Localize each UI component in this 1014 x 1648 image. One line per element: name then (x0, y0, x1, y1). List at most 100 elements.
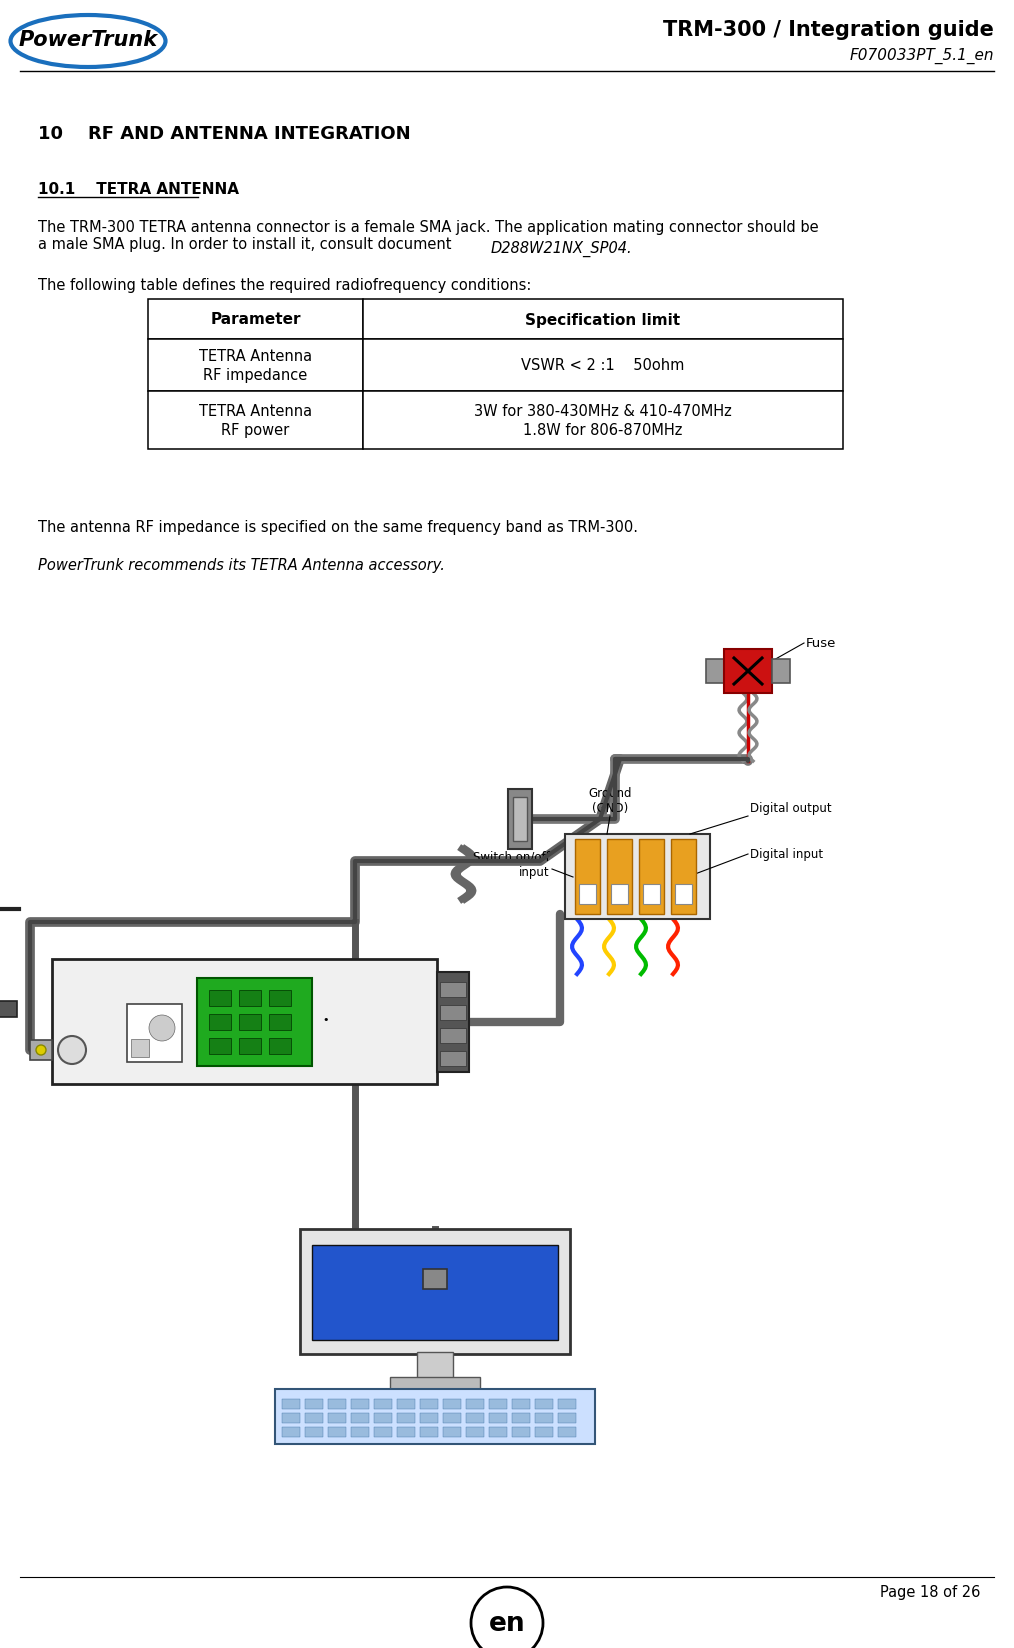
Bar (706, 659, 724, 684)
Bar (374, 1427, 392, 1437)
Text: The following table defines the required radiofrequency conditions:: The following table defines the required… (38, 279, 531, 293)
Text: VSWR < 2 :1    50ohm: VSWR < 2 :1 50ohm (521, 358, 684, 374)
Bar (328, 1427, 346, 1437)
Text: Digital output: Digital output (750, 801, 831, 814)
Circle shape (149, 1015, 175, 1042)
Bar (52, 959, 437, 1084)
Bar (443, 1427, 461, 1437)
Bar (209, 1015, 231, 1030)
Text: TRM-300 / Integration guide: TRM-300 / Integration guide (663, 20, 994, 40)
Bar (209, 990, 231, 1007)
Bar (675, 885, 692, 905)
Bar (131, 1040, 149, 1058)
Bar (351, 1399, 369, 1409)
Bar (351, 1427, 369, 1437)
Bar (512, 1427, 530, 1437)
Text: Switch on/off
input: Switch on/off input (474, 850, 550, 878)
Circle shape (470, 1587, 544, 1648)
Bar (363, 339, 843, 392)
Text: F070033PT_5.1_en: F070033PT_5.1_en (850, 48, 994, 64)
Bar (305, 1427, 323, 1437)
Bar (305, 1399, 323, 1409)
Bar (671, 839, 696, 915)
Bar (579, 885, 596, 905)
Bar (639, 839, 664, 915)
Bar (558, 1412, 576, 1424)
Text: The TRM-300 TETRA antenna connector is a female SMA jack. The application mating: The TRM-300 TETRA antenna connector is a… (38, 219, 818, 252)
Bar (127, 1004, 182, 1063)
Bar (148, 300, 363, 339)
Bar (440, 1005, 466, 1020)
Bar (512, 1399, 530, 1409)
Bar (390, 1378, 480, 1389)
Text: Fuse: Fuse (806, 638, 837, 649)
Text: TETRA Antenna
RF power: TETRA Antenna RF power (199, 404, 312, 438)
Text: 10    RF AND ANTENNA INTEGRATION: 10 RF AND ANTENNA INTEGRATION (38, 125, 411, 143)
Bar (420, 1412, 438, 1424)
Bar (275, 1389, 595, 1444)
Bar (508, 789, 532, 849)
Text: Ground
(GND): Ground (GND) (588, 786, 632, 814)
Bar (305, 1412, 323, 1424)
Bar (466, 1412, 484, 1424)
Bar (535, 1412, 553, 1424)
Bar (282, 1399, 300, 1409)
Text: D288W21NX_SP04.: D288W21NX_SP04. (491, 241, 633, 257)
Bar (328, 1412, 346, 1424)
Ellipse shape (10, 16, 165, 68)
Bar (197, 979, 312, 1066)
Text: •: • (322, 1015, 329, 1025)
Bar (437, 972, 469, 1073)
Bar (558, 1427, 576, 1437)
Bar (443, 1412, 461, 1424)
Bar (148, 392, 363, 450)
Bar (535, 1427, 553, 1437)
Bar (351, 1412, 369, 1424)
Text: PowerTrunk: PowerTrunk (18, 30, 157, 49)
Bar (575, 839, 600, 915)
Bar (239, 1038, 261, 1055)
Text: Parameter: Parameter (210, 313, 301, 328)
Bar (607, 839, 632, 915)
Bar (0, 1002, 17, 1017)
Text: The antenna RF impedance is specified on the same frequency band as TRM-300.: The antenna RF impedance is specified on… (38, 519, 638, 534)
Bar (269, 1015, 291, 1030)
Bar (282, 1412, 300, 1424)
Bar (363, 392, 843, 450)
Text: Page 18 of 26: Page 18 of 26 (879, 1584, 980, 1599)
Bar (209, 1038, 231, 1055)
Bar (440, 982, 466, 997)
Text: 3W for 380-430MHz & 410-470MHz
1.8W for 806-870MHz: 3W for 380-430MHz & 410-470MHz 1.8W for … (475, 404, 732, 438)
Bar (328, 1399, 346, 1409)
Bar (489, 1399, 507, 1409)
Text: Digital input: Digital input (750, 849, 823, 860)
Bar (724, 649, 772, 694)
Bar (489, 1427, 507, 1437)
Bar (417, 1351, 453, 1383)
Bar (558, 1399, 576, 1409)
Bar (535, 1399, 553, 1409)
Bar (148, 339, 363, 392)
Bar (611, 885, 628, 905)
Bar (269, 1038, 291, 1055)
Bar (397, 1399, 415, 1409)
Text: 10.1    TETRA ANTENNA: 10.1 TETRA ANTENNA (38, 181, 239, 196)
Bar (30, 1040, 52, 1060)
Bar (466, 1427, 484, 1437)
Circle shape (58, 1037, 86, 1065)
Text: TETRA Antenna
RF impedance: TETRA Antenna RF impedance (199, 348, 312, 384)
Bar (423, 1269, 447, 1289)
Bar (397, 1412, 415, 1424)
Bar (440, 1051, 466, 1066)
Bar (397, 1427, 415, 1437)
Bar (512, 1412, 530, 1424)
Bar (374, 1412, 392, 1424)
Text: PowerTrunk recommends its TETRA Antenna accessory.: PowerTrunk recommends its TETRA Antenna … (38, 557, 445, 572)
Bar (312, 1246, 558, 1340)
Bar (300, 1229, 570, 1355)
Bar (239, 990, 261, 1007)
Bar (466, 1399, 484, 1409)
Bar (513, 798, 527, 842)
Bar (440, 1028, 466, 1043)
Text: en: en (489, 1610, 525, 1636)
